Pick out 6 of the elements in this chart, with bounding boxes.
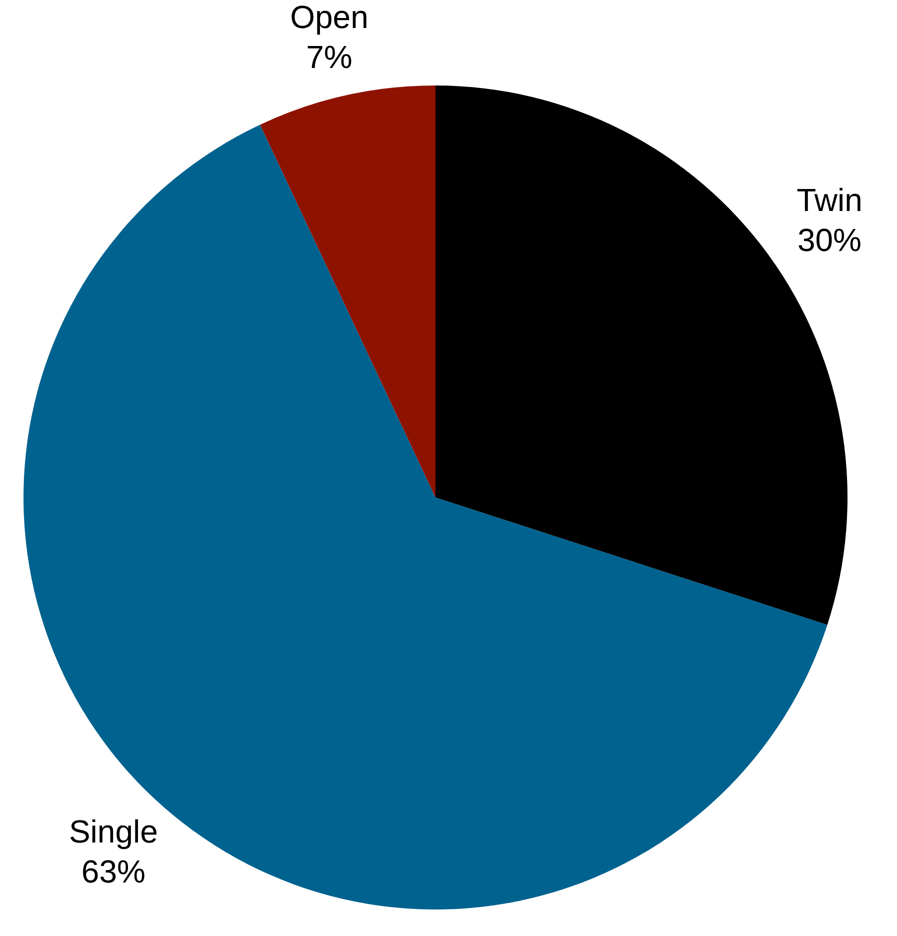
slice-label: Open (290, 0, 368, 35)
slice-label: Single (68, 814, 158, 850)
data-label: 63% (81, 854, 146, 890)
data-label: 7% (306, 38, 352, 75)
data-label: 30% (797, 222, 862, 258)
slice-label: Twin (796, 182, 862, 218)
